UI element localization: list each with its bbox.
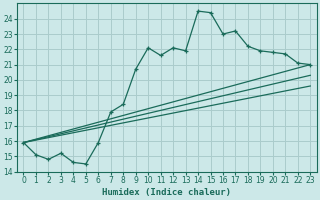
X-axis label: Humidex (Indice chaleur): Humidex (Indice chaleur) (102, 188, 231, 197)
